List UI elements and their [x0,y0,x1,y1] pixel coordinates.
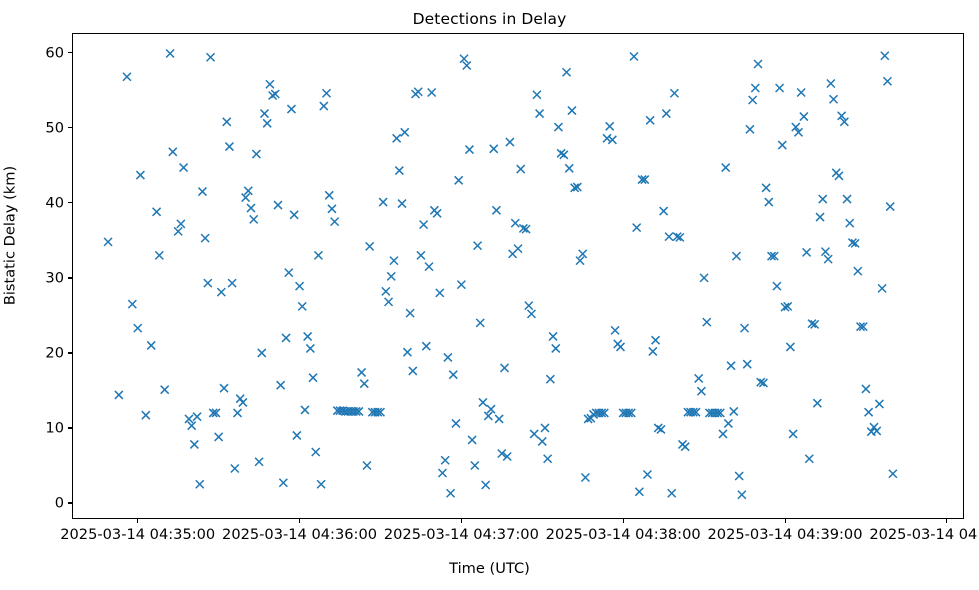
x-tick-mark [460,519,462,524]
x-tick-label: 2025-03-14 04:37:00 [383,526,539,543]
y-axis-label: Bistatic Delay (km) [1,165,19,306]
y-tick-mark [67,52,72,54]
x-tick-label: 2025-03-14 04:40:00 [869,526,979,543]
x-axis-label: Time (UTC) [449,560,530,577]
x-tick-mark [299,519,301,524]
x-tick-mark [946,519,948,524]
plot-axes: 2025-03-14 04:35:00 2025-03-14 04:36:00 20… [45,33,979,543]
y-tick-mark [67,502,72,504]
x-tick-mark [137,519,139,524]
y-tick-label: 10 [45,419,64,437]
y-tick-label: 60 [45,44,64,62]
x-tick-mark [784,519,786,524]
x-tick-mark [622,519,624,524]
y-tick-mark [67,427,72,429]
y-tick-label: 30 [45,269,64,287]
y-tick-mark [67,277,72,279]
y-tick-mark [67,202,72,204]
x-tick-label: 2025-03-14 04:36:00 [222,526,378,543]
y-tick-mark [67,127,72,129]
chart-title: Detections in Delay [412,10,567,28]
x-tick-label: 2025-03-14 04:35:00 [60,526,216,543]
y-tick-label: 0 [54,494,64,512]
x-tick-label: 2025-03-14 04:39:00 [707,526,863,543]
scatter-plot-area [73,34,963,518]
y-tick-mark [67,352,72,354]
scatter-markers [73,34,898,500]
x-tick-label: 2025-03-14 04:38:00 [545,526,701,543]
y-tick-label: 40 [45,194,64,212]
y-tick-label: 50 [45,119,64,137]
y-tick-label: 20 [45,344,64,362]
